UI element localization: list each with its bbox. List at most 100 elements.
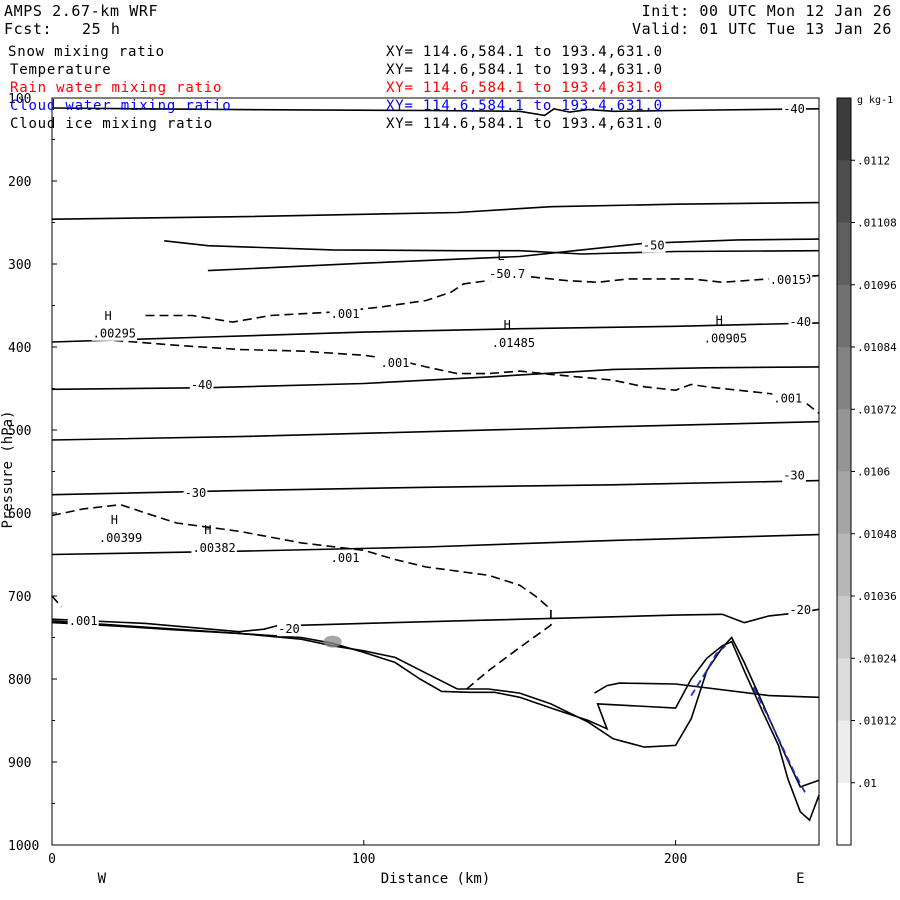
cloud-water-contours: [690, 645, 808, 796]
temperature-contour: [51, 479, 820, 496]
colorbar-swatch: [837, 658, 851, 722]
colorbar-swatch: [837, 471, 851, 535]
contour-label: .001: [331, 551, 360, 565]
y-tick-label: 100: [8, 92, 31, 107]
label-background: [788, 315, 813, 330]
snow-contour: [114, 339, 820, 415]
y-tick-label: 900: [8, 756, 31, 771]
colorbar-label: .0112: [857, 154, 890, 167]
terrain-outline: [51, 620, 820, 822]
temperature-contour: [207, 238, 820, 272]
field-name-cloud-water: Cloud water mixing ratio: [10, 98, 232, 114]
label-background: [490, 335, 537, 350]
colorbar-swatch: [837, 284, 851, 348]
extremum-mark: L: [497, 249, 504, 263]
colorbar-label: .0106: [857, 466, 890, 479]
temperature-contours: [51, 107, 820, 822]
y-tick-label: 300: [8, 258, 31, 273]
extremum-value: -50.7: [489, 267, 525, 281]
extremum-mark: H: [204, 523, 211, 537]
label-background: [67, 613, 99, 628]
field-xy-cloud-water: XY= 114.6,584.1 to 193.4,631.0: [386, 98, 663, 114]
snow-contour: [51, 595, 63, 608]
colorbar-label: .01084: [857, 341, 897, 354]
label-background: [329, 550, 361, 565]
field-name-temperature: Temperature: [10, 62, 112, 78]
contour-label: .001: [773, 391, 802, 405]
contour-label: -40: [789, 315, 811, 329]
model-title: AMPS 2.67-km WRF: [4, 2, 159, 20]
label-background: [191, 540, 237, 555]
forecast-hour: 25 h: [82, 20, 121, 38]
colorbar-swatch: [837, 98, 851, 161]
colorbar-swatch: [837, 596, 851, 659]
snow-contour: [51, 503, 552, 690]
label-background: [189, 378, 214, 393]
x-tick-label: 0: [48, 852, 56, 867]
y-tick-label: 700: [8, 590, 31, 605]
label-background: [329, 306, 361, 321]
contour-label: .0015: [770, 273, 806, 287]
rain-blob: [323, 635, 342, 648]
label-background: [788, 603, 813, 618]
colorbar-label: .01096: [857, 279, 897, 292]
y-tick-label: 1000: [8, 839, 39, 854]
temperature-contour: [51, 322, 820, 343]
label-background: [772, 391, 804, 406]
colorbar-swatch: [837, 222, 851, 286]
field-xy-snow: XY= 114.6,584.1 to 193.4,631.0: [386, 44, 663, 60]
x-axis-label: Distance (km): [381, 871, 491, 887]
y-tick-label: 400: [8, 341, 31, 356]
valid-time: Valid: 01 UTC Tue 13 Jan 26: [631, 20, 892, 38]
contour-label: -40: [191, 378, 213, 392]
label-background: [782, 101, 806, 116]
y-tick-label: 600: [8, 507, 31, 522]
colorbar-swatch: [837, 720, 851, 784]
label-background: [379, 355, 411, 370]
axes: 100 200 300 400 500 600 700 800 900 1000 0 100 200 Di…: [0, 92, 805, 887]
y-tick-label: 800: [8, 673, 31, 688]
contour-label: .001: [331, 307, 360, 321]
colorbar-label: .01072: [857, 403, 897, 416]
plot-border: [51, 97, 820, 846]
colorbar-label: .01: [857, 777, 877, 790]
field-xy-rain: XY= 114.6,584.1 to 193.4,631.0: [386, 80, 663, 96]
contour-label: -40: [783, 102, 805, 116]
temperature-contour: [51, 420, 820, 441]
colorbar-units: g kg-1: [857, 95, 893, 106]
extremum-value: .00382: [192, 541, 235, 555]
label-background: [183, 486, 208, 501]
contour-label: -20: [789, 603, 811, 617]
x-tick-label: 200: [664, 852, 687, 867]
colorbar-label: .01048: [857, 528, 897, 541]
y-tick-label: 200: [8, 175, 31, 190]
x-tick-label: 100: [352, 852, 375, 867]
colorbar-swatch: [837, 409, 851, 473]
colorbar-label: .01108: [857, 217, 897, 230]
colorbar: .0112 .01108 .01096 .01084 .01072 .0106 .01048…: [836, 95, 897, 846]
colorbar-label: .01036: [857, 590, 897, 603]
temperature-contour: [51, 621, 820, 788]
contour-label: -30: [783, 469, 805, 483]
contour-labels: -50-50-40-40-40-30-30-20-20.001.001.001.…: [67, 101, 813, 637]
contour-label: -20: [278, 622, 300, 636]
extremum-mark: H: [111, 513, 118, 527]
extremum-value: .00399: [99, 531, 142, 545]
contour-label: .001: [69, 614, 98, 628]
temperature-contour: [51, 107, 820, 117]
snow-mixing-contours: [51, 274, 820, 690]
extremum-value: .00905: [704, 332, 747, 346]
temperature-contour: [164, 240, 820, 255]
y-tick-label: 500: [8, 424, 31, 439]
cloud-water-contour: [690, 645, 727, 697]
field-name-cloud-ice: Cloud ice mixing ratio: [10, 116, 214, 132]
field-name-snow: Snow mixing ratio: [8, 44, 165, 60]
init-time: Init: 00 UTC Mon 12 Jan 26: [641, 2, 892, 20]
east-label: E: [796, 871, 804, 887]
contour-label: -30: [185, 486, 207, 500]
temperature-contour: [594, 682, 820, 699]
field-xy-cloud-ice: XY= 114.6,584.1 to 193.4,631.0: [386, 116, 663, 132]
colorbar-swatch: [837, 347, 851, 410]
label-background: [782, 468, 806, 483]
extremum-mark: H: [504, 318, 511, 332]
